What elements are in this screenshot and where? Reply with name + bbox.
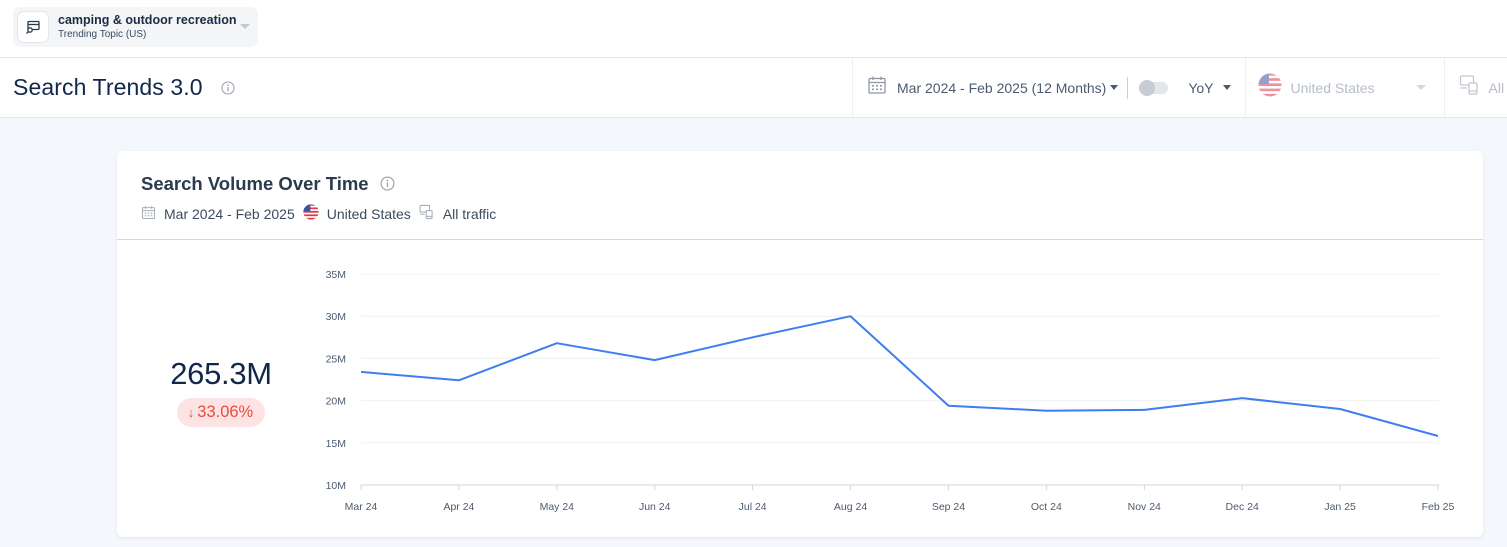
x-tick-label: Jun 24 bbox=[639, 501, 671, 513]
search-volume-line[interactable] bbox=[360, 315, 1439, 437]
info-icon[interactable] bbox=[380, 176, 395, 196]
x-tick-label: Sep 24 bbox=[932, 501, 965, 513]
top-bar: camping & outdoor recreation Trending To… bbox=[0, 0, 1507, 58]
calendar-icon bbox=[867, 75, 887, 100]
meta-date-range: Mar 2024 - Feb 2025 bbox=[164, 205, 295, 222]
compare-toggle[interactable] bbox=[1139, 79, 1169, 96]
chevron-down-icon bbox=[240, 24, 250, 29]
y-tick-label: 25M bbox=[326, 353, 346, 365]
x-tick-label: Feb 25 bbox=[1422, 501, 1455, 513]
us-flag-icon bbox=[303, 204, 319, 223]
total-search-volume: 265.3M bbox=[170, 356, 272, 391]
topic-name: camping & outdoor recreation bbox=[58, 13, 237, 27]
kpi-summary: 265.3M ↓ 33.06% bbox=[117, 356, 325, 427]
meta-country: United States bbox=[326, 205, 411, 222]
x-tick-label: Jan 25 bbox=[1324, 501, 1356, 513]
compare-mode-dropdown[interactable]: YoY bbox=[1188, 79, 1231, 96]
topic-selector[interactable]: camping & outdoor recreation Trending To… bbox=[13, 7, 258, 47]
country-label: United States bbox=[1290, 79, 1375, 96]
y-tick-label: 10M bbox=[326, 480, 346, 492]
change-badge: ↓ 33.06% bbox=[176, 398, 266, 427]
compare-mode-label: YoY bbox=[1188, 79, 1214, 96]
devices-icon bbox=[1459, 74, 1481, 101]
calendar-icon bbox=[141, 205, 156, 223]
caret-down-icon bbox=[1110, 85, 1119, 90]
y-tick-label: 30M bbox=[326, 311, 346, 323]
date-range-picker[interactable]: Mar 2024 - Feb 2025 (12 Months) bbox=[853, 58, 1119, 117]
page-header: Search Trends 3.0 Mar 2024 - Feb 2025 (1… bbox=[0, 58, 1507, 118]
toggle-knob bbox=[1139, 79, 1156, 96]
traffic-label: All bbox=[1488, 79, 1505, 96]
topic-subtitle: Trending Topic (US) bbox=[58, 29, 147, 40]
page-title: Search Trends 3.0 bbox=[13, 74, 203, 100]
traffic-dropdown[interactable]: All bbox=[1443, 58, 1505, 117]
card-title: Search Volume Over Time bbox=[141, 173, 369, 194]
country-dropdown[interactable]: United States bbox=[1244, 58, 1444, 117]
change-value: 33.06% bbox=[197, 403, 254, 421]
info-icon[interactable] bbox=[221, 81, 235, 100]
y-tick-label: 35M bbox=[326, 269, 346, 281]
arrow-down-icon: ↓ bbox=[187, 405, 195, 420]
caret-down-icon bbox=[1222, 85, 1231, 90]
date-range-label: Mar 2024 - Feb 2025 (12 Months) bbox=[897, 79, 1107, 96]
y-tick-label: 15M bbox=[326, 438, 346, 450]
x-tick-label: Apr 24 bbox=[443, 501, 474, 513]
x-tick-label: Aug 24 bbox=[834, 501, 867, 513]
line-chart[interactable]: 10M 15M 20M 25M 30M 35M Mar 24 Apr 24 May 24 Jun … bbox=[117, 151, 1483, 537]
devices-icon bbox=[419, 204, 435, 223]
x-tick-label: Mar 24 bbox=[345, 501, 378, 513]
card-header: Search Volume Over Time Mar 2024 - Feb 2… bbox=[117, 151, 1483, 240]
x-tick-label: May 24 bbox=[540, 501, 575, 513]
x-tick-label: Dec 24 bbox=[1226, 501, 1259, 513]
x-tick-label: Nov 24 bbox=[1128, 501, 1161, 513]
card-meta: Mar 2024 - Feb 2025 United States bbox=[141, 204, 504, 223]
caret-down-icon bbox=[1415, 85, 1426, 90]
filter-controls: Mar 2024 - Feb 2025 (12 Months) YoY Unit bbox=[852, 58, 1504, 117]
meta-traffic: All traffic bbox=[442, 205, 497, 222]
x-tick-label: Jul 24 bbox=[739, 501, 767, 513]
search-topic-icon bbox=[17, 11, 49, 43]
x-tick-label: Oct 24 bbox=[1031, 501, 1062, 513]
us-flag-icon bbox=[1258, 73, 1282, 102]
y-tick-label: 20M bbox=[326, 396, 346, 408]
divider bbox=[1127, 76, 1129, 99]
search-volume-card: Search Volume Over Time Mar 2024 - Feb 2… bbox=[117, 151, 1483, 537]
